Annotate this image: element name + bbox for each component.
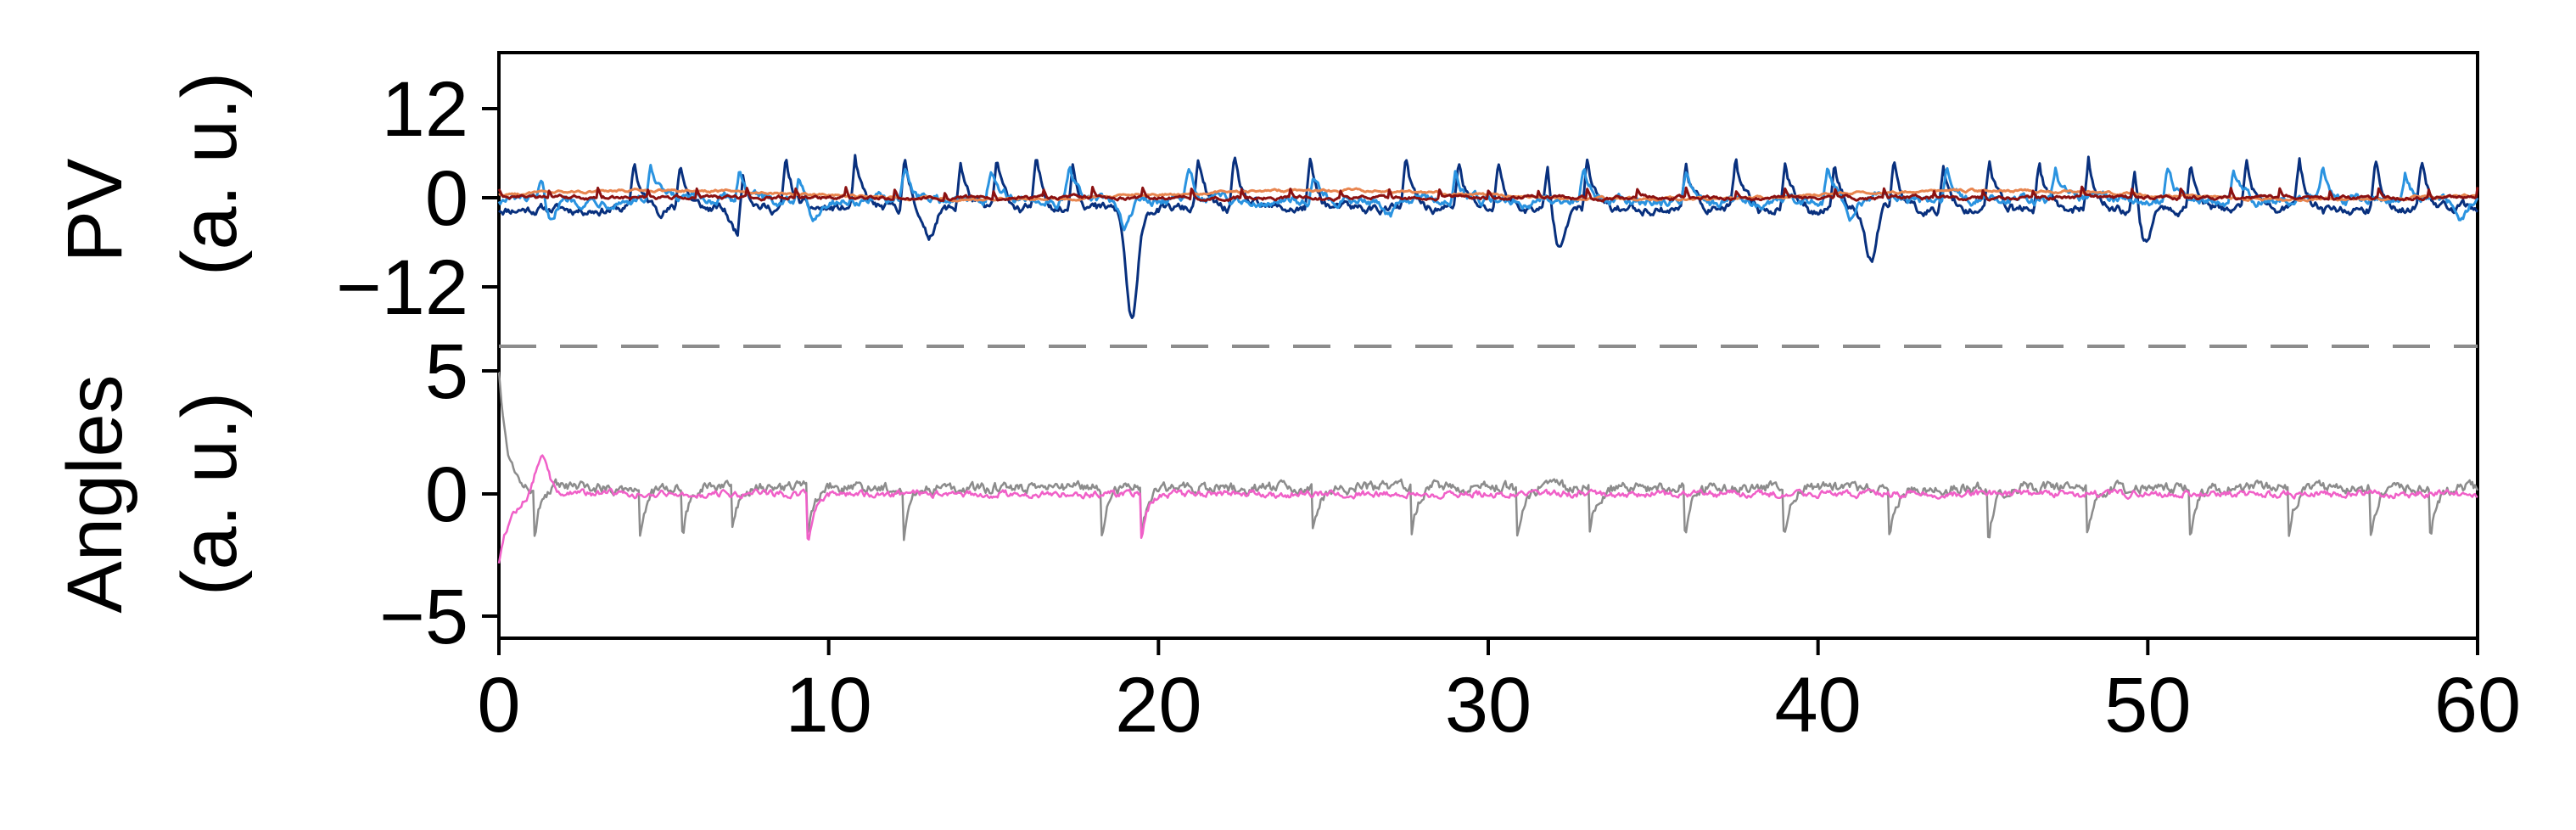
x-tick-label: 0 [477,662,520,749]
pv-series-line-4 [497,185,2479,203]
x-tick-label: 20 [1115,662,1201,749]
pv-series-line-1 [498,154,2479,319]
angles-units-label: (a. u.) [166,392,253,596]
pv-units-label: (a. u.) [166,72,253,276]
pv-label: PV [52,159,138,263]
angle-series-line-1 [497,371,2479,541]
y-tick-label: −12 [336,244,468,331]
x-tick-label: 30 [1445,662,1532,749]
series-layer [497,154,2479,564]
angle-series-line-2 [497,454,2478,564]
y-tick-label: 0 [425,155,468,242]
y-tick-label: 12 [382,66,468,153]
y-tick-label: 0 [425,451,468,538]
top-y-axis: 12 0 −12 [336,66,499,331]
y-tick-label: 5 [425,328,468,415]
y-tick-label: −5 [379,574,468,660]
x-tick-label: 10 [785,662,871,749]
x-tick-label: 40 [1774,662,1861,749]
x-tick-label: 60 [2434,662,2521,749]
x-tick-label: 50 [2104,662,2191,749]
angles-label: Angles [52,374,138,613]
x-axis: 0 10 20 30 40 50 60 [477,638,2521,749]
bottom-y-axis: 5 0 −5 [379,328,499,660]
